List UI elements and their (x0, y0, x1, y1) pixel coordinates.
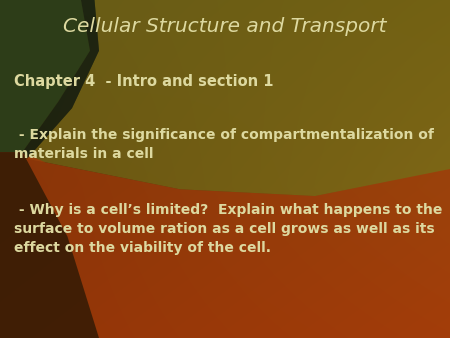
Text: Cellular Structure and Transport: Cellular Structure and Transport (63, 17, 387, 36)
Text: - Explain the significance of compartmentalization of
materials in a cell: - Explain the significance of compartmen… (14, 128, 433, 161)
Polygon shape (0, 152, 99, 338)
Polygon shape (22, 0, 99, 159)
Polygon shape (0, 0, 90, 152)
Text: Chapter 4  - Intro and section 1: Chapter 4 - Intro and section 1 (14, 74, 273, 89)
Polygon shape (27, 0, 450, 196)
Polygon shape (0, 152, 450, 338)
Text: - Why is a cell’s limited?  Explain what happens to the
surface to volume ration: - Why is a cell’s limited? Explain what … (14, 203, 442, 255)
